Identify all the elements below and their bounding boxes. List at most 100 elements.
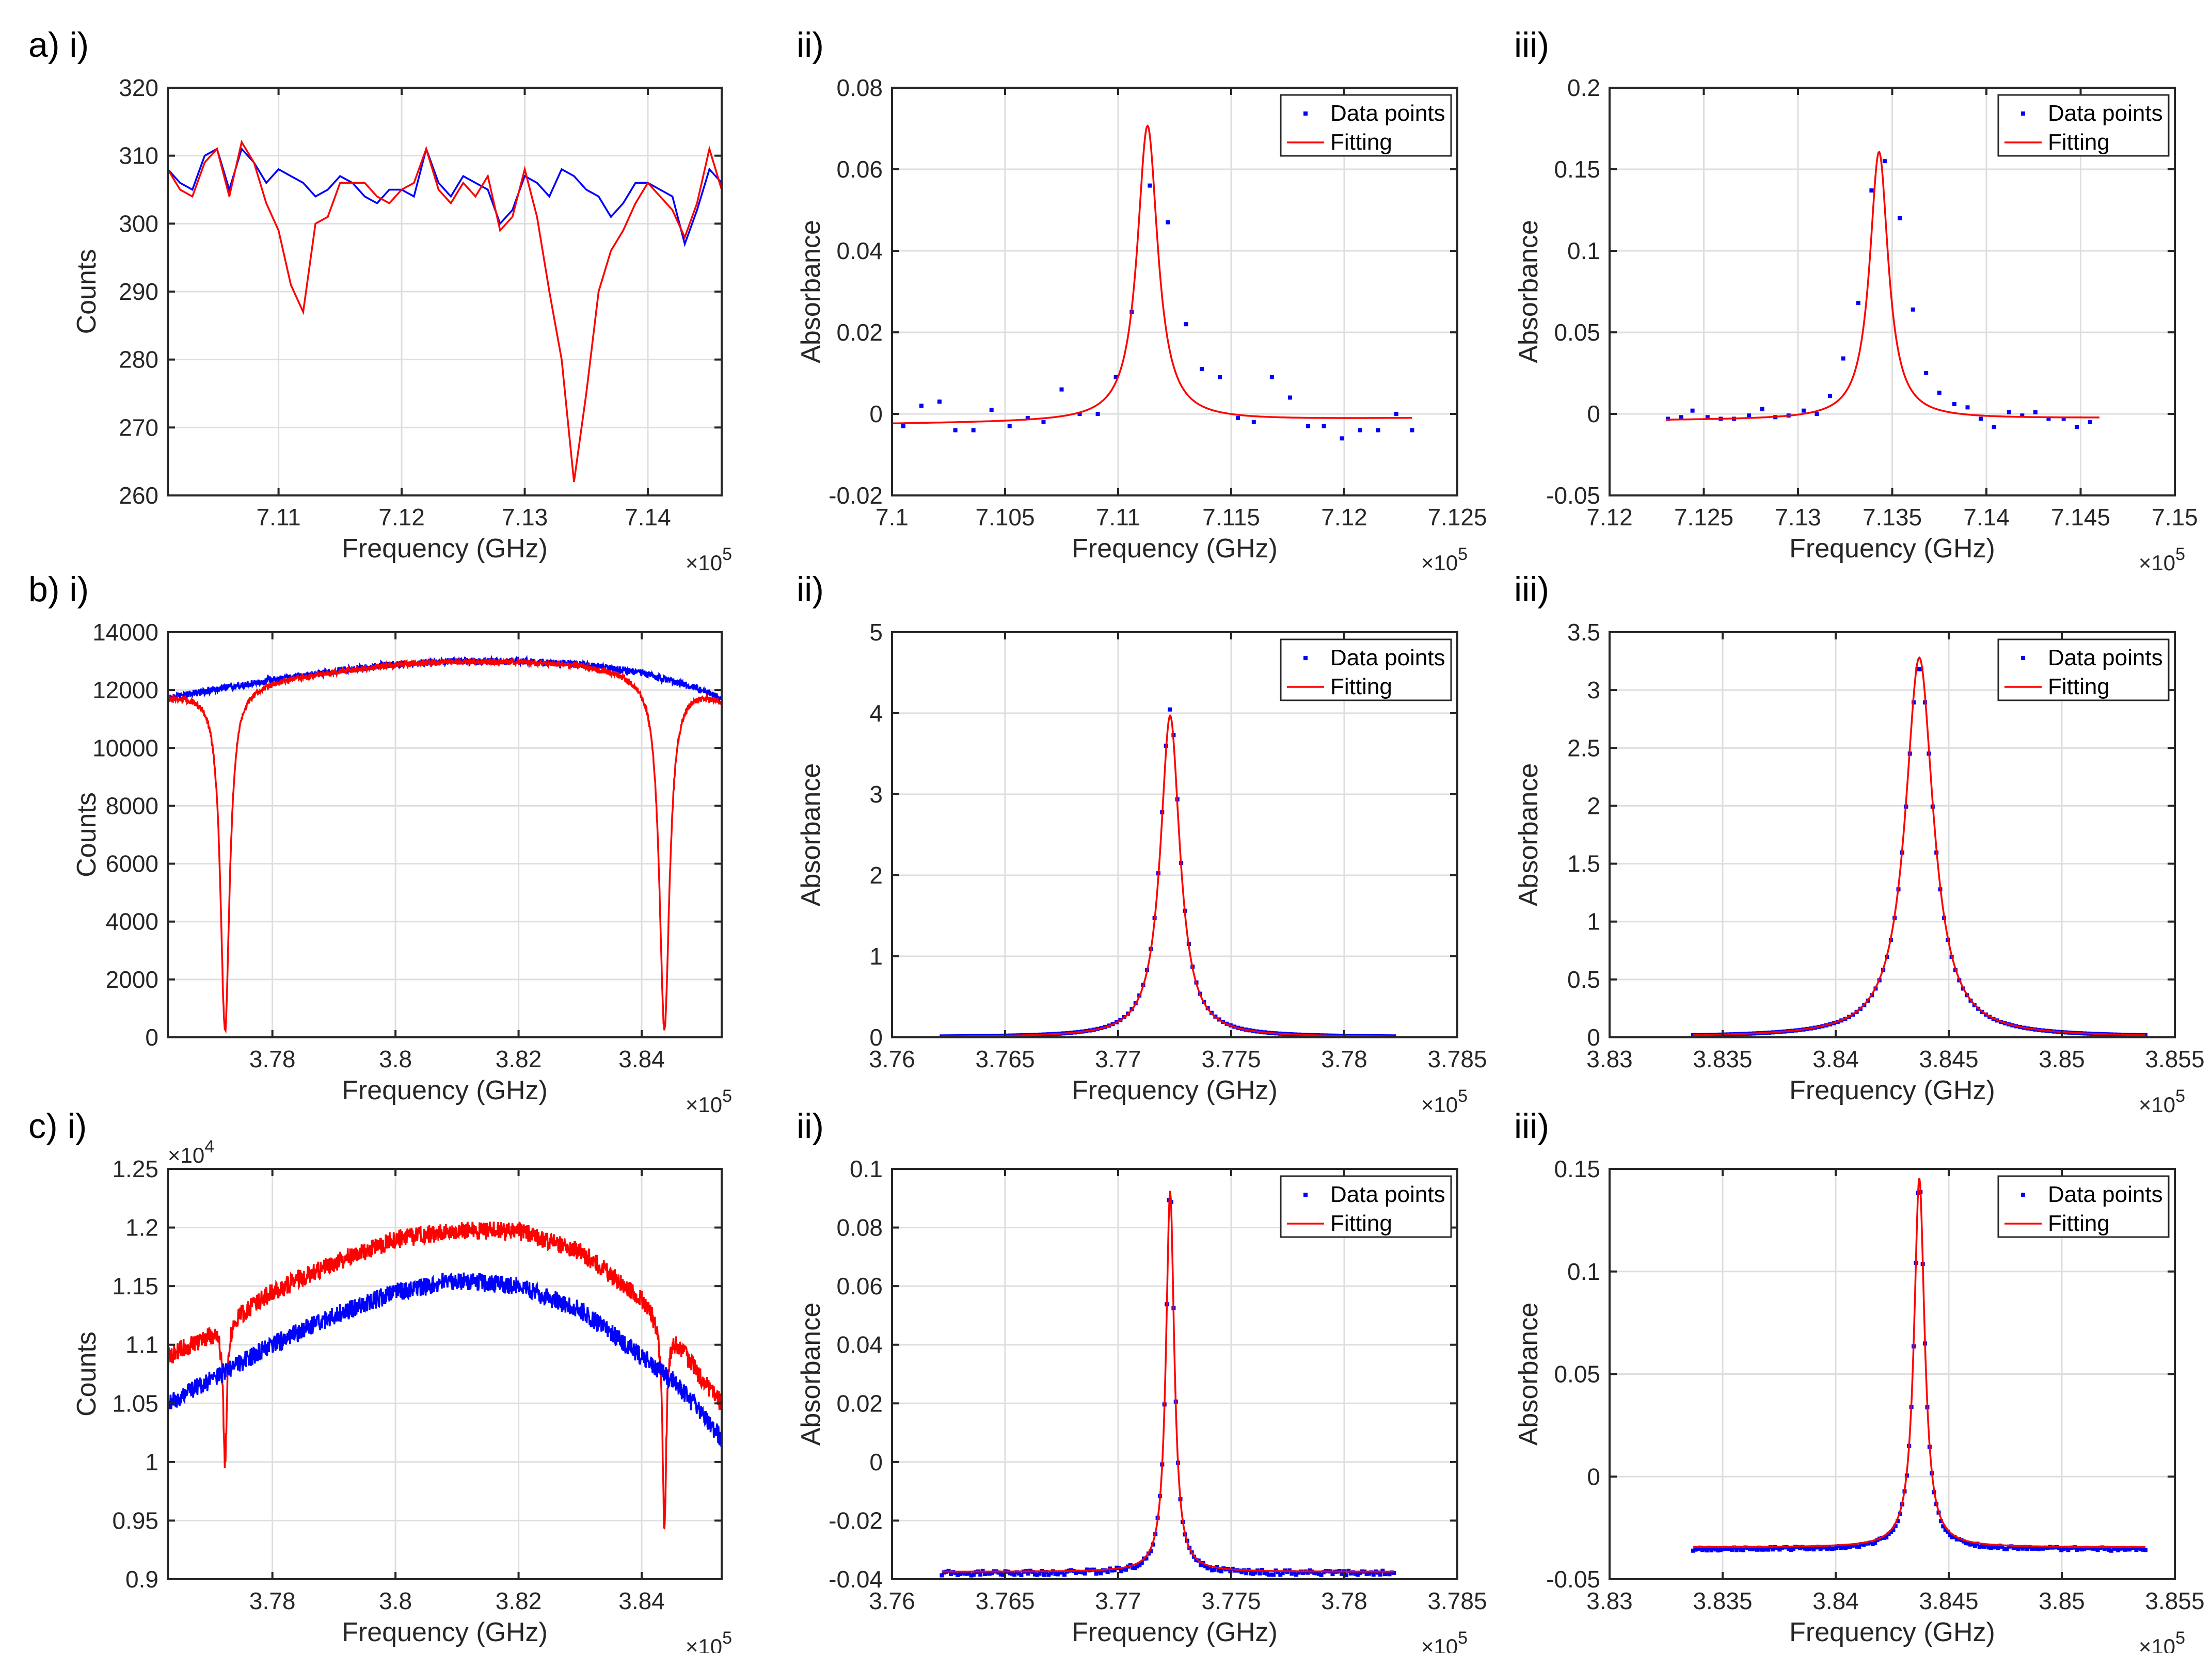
data-point [1184, 322, 1188, 327]
data-point [1789, 1547, 1793, 1552]
data-point [1952, 1535, 1957, 1539]
y-tick-label: -0.04 [829, 1566, 883, 1593]
data-point [1042, 1572, 1046, 1577]
data-point [2075, 1547, 2079, 1552]
data-point [1714, 1547, 1718, 1552]
data-point [2057, 1546, 2061, 1550]
plot-area [1691, 656, 2148, 1037]
data-point [1777, 1547, 1782, 1552]
x-tick-label: 3.78 [1321, 1587, 1367, 1614]
y-tick-label: 0.1 [850, 1156, 883, 1182]
data-point [1982, 1544, 1986, 1549]
data-point [919, 404, 924, 408]
x-axis-label: Frequency (GHz) [1789, 1076, 1995, 1105]
x-tick-label: 3.83 [1586, 1046, 1633, 1072]
axes-frame [891, 631, 1458, 1038]
data-point [1691, 1033, 1696, 1037]
x-tick-label: 7.15 [2152, 504, 2198, 531]
data-point [2141, 1547, 2145, 1552]
data-point [1251, 1571, 1255, 1576]
data-point [1741, 1548, 1745, 1552]
data-point [1062, 1572, 1067, 1577]
data-point [1055, 1572, 1060, 1577]
data-point [1919, 667, 1923, 671]
data-point [1053, 1571, 1058, 1576]
y-tick-label: 0.9 [125, 1566, 158, 1593]
x-tick-label: 3.765 [975, 1046, 1035, 1072]
data-point [1271, 1572, 1276, 1577]
y-tick-label: -0.02 [829, 482, 883, 509]
y-tick-label: 1 [145, 1449, 158, 1475]
data-point [978, 1572, 983, 1577]
data-point [1979, 416, 1983, 421]
data-point [1366, 1571, 1371, 1576]
data-point [1873, 1541, 1877, 1546]
legend-marker-points [2021, 1193, 2025, 1197]
y-exponent-label: ×104 [168, 1137, 214, 1167]
data-point [1287, 395, 1292, 400]
data-point [1168, 707, 1172, 712]
data-point [1322, 424, 1326, 428]
axes-frame [891, 87, 1458, 496]
data-point [1330, 1572, 1335, 1577]
data-point [2011, 1546, 2016, 1550]
y-axis-label: Absorbance [1514, 763, 1543, 907]
y-axis-label: Absorbance [796, 220, 826, 363]
data-point [2033, 410, 2038, 414]
y-tick-label: 280 [119, 346, 158, 373]
data-point [1376, 1570, 1380, 1575]
x-exponent-label: ×105 [1421, 1628, 1468, 1653]
y-tick-label: 0.1 [1567, 237, 1600, 264]
plot-area [940, 1191, 1396, 1578]
y-tick-label: 0.95 [112, 1507, 158, 1534]
y-tick-label: 0.15 [1554, 1156, 1600, 1182]
x-tick-label: 3.84 [1812, 1587, 1859, 1614]
data-point [1946, 1529, 1950, 1534]
y-tick-label: 1.1 [125, 1331, 158, 1358]
data-point [1766, 1547, 1771, 1552]
legend-marker-points [2021, 111, 2025, 116]
data-point [1262, 1570, 1267, 1575]
data-point [1306, 1570, 1310, 1575]
y-axis-label: Absorbance [796, 763, 826, 907]
data-point [1968, 1542, 1973, 1547]
series-line-blue [168, 1272, 722, 1447]
y-tick-label: 0 [1587, 1024, 1600, 1051]
y-axis-label: Counts [72, 792, 102, 877]
data-point [1993, 1544, 1998, 1549]
data-point [2059, 1548, 2064, 1552]
y-tick-label: 10000 [92, 734, 158, 761]
y-tick-label: 5 [869, 619, 883, 646]
x-tick-label: 7.13 [1775, 504, 1821, 531]
y-tick-label: 0.05 [1554, 319, 1600, 346]
y-axis-label: Absorbance [796, 1303, 826, 1446]
plot-area [1666, 150, 2099, 429]
data-point [1210, 1568, 1215, 1572]
data-point [2007, 410, 2011, 414]
x-tick-label: 7.125 [1674, 504, 1733, 531]
data-point [1353, 1571, 1358, 1576]
fit-curve [942, 1191, 1394, 1573]
data-point [2007, 1544, 2011, 1549]
data-point [2018, 1545, 2023, 1549]
data-point [1200, 367, 1204, 372]
data-point [2111, 1546, 2116, 1551]
data-point [1991, 1545, 1996, 1550]
data-point [1850, 1544, 1855, 1548]
x-exponent-label: ×105 [1421, 544, 1468, 575]
y-tick-label: 3.5 [1567, 619, 1600, 646]
data-point [1898, 216, 1902, 220]
data-point [1718, 1548, 1723, 1552]
data-point [2016, 1547, 2020, 1551]
data-point [1292, 1570, 1296, 1575]
plot-area [892, 124, 1414, 441]
data-point [1760, 407, 1764, 411]
data-point [1046, 1572, 1051, 1577]
data-point [2025, 1547, 2030, 1551]
data-point [1815, 412, 1819, 416]
y-tick-label: 270 [119, 414, 158, 441]
data-point [2091, 1546, 2095, 1551]
data-point [1096, 1569, 1101, 1574]
chart-a-i: a) i) 7.11 7.12 7.13 7.14 260 270 280 290 300 310 3… [28, 25, 732, 575]
data-point [2014, 1545, 2018, 1550]
